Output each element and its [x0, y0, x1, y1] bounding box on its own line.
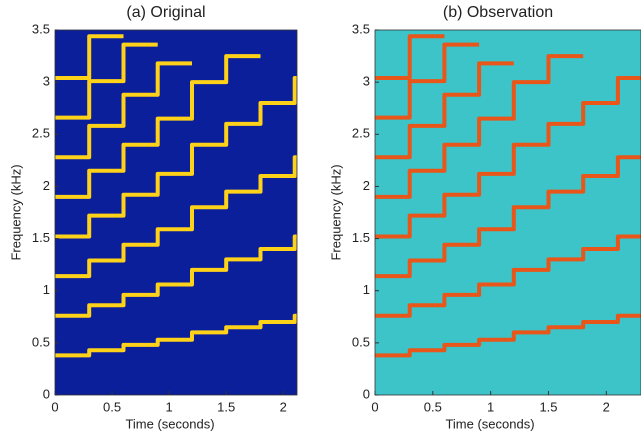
harmonic-track — [55, 234, 297, 318]
y-axis-label: Frequency (kHz) — [8, 164, 23, 260]
harmonic-track — [375, 76, 641, 239]
y-tick-label: 0 — [363, 386, 370, 401]
x-axis-label: Time (seconds) — [125, 416, 214, 431]
harmonic-track — [375, 234, 641, 318]
y-tick-label: 1.5 — [32, 230, 50, 245]
harmonic-track — [375, 61, 514, 160]
chart-title: (b) Observation — [443, 4, 553, 21]
spectrogram-background — [375, 30, 641, 395]
harmonic-track — [55, 313, 297, 358]
axes-frame — [374, 29, 641, 396]
x-tick-label: 2 — [603, 399, 610, 414]
y-axis-label: Frequency (kHz) — [328, 164, 343, 260]
x-tick-label: 0.5 — [103, 399, 121, 414]
y-tick-label: 2 — [363, 178, 370, 193]
spectrogram-background — [55, 30, 297, 395]
y-tick-label: 1 — [363, 282, 370, 297]
y-tick-label: 3.5 — [352, 21, 370, 36]
x-tick-label: 2 — [280, 399, 287, 414]
x-tick-label: 1.5 — [217, 399, 235, 414]
harmonic-track — [375, 54, 584, 199]
harmonic-track — [375, 313, 641, 358]
y-tick-label: 3.5 — [32, 21, 50, 36]
y-tick-label: 2.5 — [32, 126, 50, 141]
x-tick-label: 1 — [166, 399, 173, 414]
y-tick-label: 2.5 — [352, 126, 370, 141]
harmonic-track — [55, 54, 261, 199]
axes-frame — [54, 29, 298, 396]
chart-title: (a) Original — [126, 4, 205, 21]
x-tick-label: 0 — [51, 399, 58, 414]
x-axis-label: Time (seconds) — [445, 416, 534, 431]
y-tick-label: 1.5 — [352, 230, 370, 245]
y-tick-label: 1 — [43, 282, 50, 297]
harmonic-track — [375, 34, 445, 80]
harmonic-track — [55, 42, 158, 120]
y-tick-label: 0.5 — [352, 334, 370, 349]
x-tick-label: 0.5 — [424, 399, 442, 414]
harmonic-track — [55, 34, 124, 80]
x-tick-label: 1 — [487, 399, 494, 414]
harmonic-track — [375, 42, 480, 120]
x-tick-label: 1.5 — [539, 399, 557, 414]
plot-area — [375, 30, 641, 395]
x-tick-label: 0 — [371, 399, 378, 414]
y-tick-label: 0 — [43, 386, 50, 401]
harmonic-track — [55, 76, 297, 239]
harmonic-track — [375, 155, 641, 279]
y-tick-label: 0.5 — [32, 334, 50, 349]
plot-area — [55, 30, 297, 395]
y-tick-label: 3 — [43, 74, 50, 89]
harmonic-track — [55, 61, 192, 160]
harmonic-track — [55, 155, 297, 279]
y-tick-label: 3 — [363, 74, 370, 89]
y-tick-label: 2 — [43, 178, 50, 193]
